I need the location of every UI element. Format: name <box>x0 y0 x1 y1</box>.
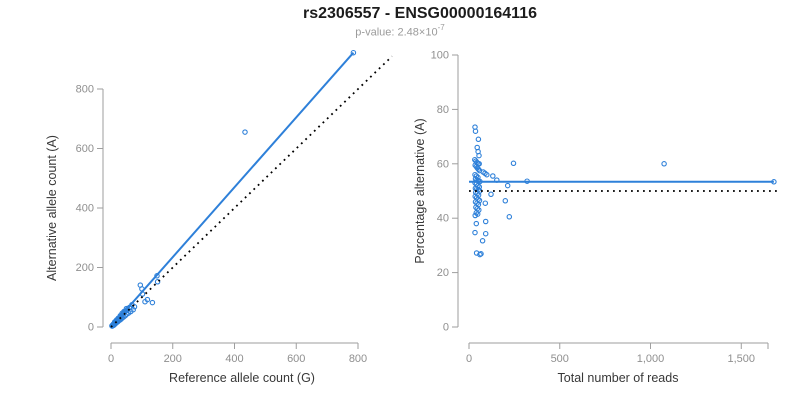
regression-line <box>110 52 355 328</box>
y-tick-label: 200 <box>76 262 94 274</box>
data-point <box>506 214 513 220</box>
y-tick-label: 0 <box>443 322 449 334</box>
left-plot: 0 200 400 600 800 Alternative allele count (A… <box>45 49 393 385</box>
data-point <box>473 210 480 216</box>
y-axis-title: Percentage alternative (A) <box>413 118 427 263</box>
data-point <box>242 129 248 135</box>
x-tick-label: 600 <box>287 353 305 365</box>
data-point <box>490 173 496 179</box>
x-axis-title: Total number of reads <box>558 371 679 385</box>
y-tick-label: 60 <box>437 158 449 170</box>
y-tick-label: 400 <box>76 203 94 215</box>
data-point <box>149 299 156 306</box>
data-point <box>479 238 486 244</box>
data-point <box>484 171 490 178</box>
data-point <box>472 212 478 219</box>
y-tick-label: 600 <box>76 143 94 155</box>
x-tick-label: 400 <box>225 353 243 365</box>
x-tick-label: 1,000 <box>637 353 665 365</box>
data-point <box>472 193 478 200</box>
x-tick-label: 500 <box>551 353 569 365</box>
data-point <box>661 161 667 167</box>
data-point <box>502 198 509 204</box>
pvalue-subtitle: p-value: 2.48×10-7 <box>355 23 445 39</box>
y-tick-label: 80 <box>437 104 449 116</box>
x-tick-label: 0 <box>108 353 114 365</box>
x-tick-label: 0 <box>466 353 472 365</box>
identity-line <box>110 55 393 328</box>
y-tick-label: 0 <box>88 322 94 334</box>
data-points <box>109 49 357 329</box>
pvalue-text: p-value: 2.48×10 <box>355 26 438 39</box>
y-tick-label: 20 <box>437 267 449 279</box>
data-point <box>475 136 482 143</box>
y-tick-label: 40 <box>437 213 449 225</box>
x-tick-label: 200 <box>164 353 182 365</box>
x-axis: 0 200 400 600 800 Reference allele count (G) <box>108 342 367 385</box>
y-tick-label: 100 <box>431 50 449 62</box>
y-tick-label: 800 <box>76 84 94 96</box>
data-point <box>473 204 479 211</box>
pvalue-exponent: -7 <box>437 23 445 32</box>
data-point <box>488 191 494 198</box>
data-point <box>131 304 138 310</box>
data-point <box>482 218 489 225</box>
x-tick-label: 1,500 <box>728 353 756 365</box>
data-point <box>482 230 489 237</box>
x-axis-title: Reference allele count (G) <box>169 371 315 385</box>
right-plot: 0 20 40 60 80 100 Percentage alternative (A) 0 5… <box>413 50 778 385</box>
data-point <box>476 152 482 159</box>
data-point <box>473 220 480 227</box>
x-axis: 0 500 1,000 1,500 Total number of reads <box>466 342 769 385</box>
y-axis: 0 20 40 60 80 100 Percentage alternative (A) <box>413 50 459 334</box>
data-point <box>504 182 511 189</box>
chart-title: rs2306557 - ENSG00000164116 <box>303 5 537 22</box>
x-tick-label: 800 <box>349 353 367 365</box>
y-axis-title: Alternative allele count (A) <box>45 135 59 281</box>
y-axis: 0 200 400 600 800 Alternative allele count (A… <box>45 84 104 334</box>
data-points <box>472 124 777 258</box>
data-point <box>478 251 484 257</box>
data-point <box>510 160 517 167</box>
data-point <box>350 49 357 56</box>
data-point <box>472 128 479 134</box>
data-point <box>154 279 161 285</box>
data-point <box>472 229 478 236</box>
data-point <box>144 296 151 303</box>
data-point <box>482 200 489 206</box>
data-point <box>130 306 136 313</box>
